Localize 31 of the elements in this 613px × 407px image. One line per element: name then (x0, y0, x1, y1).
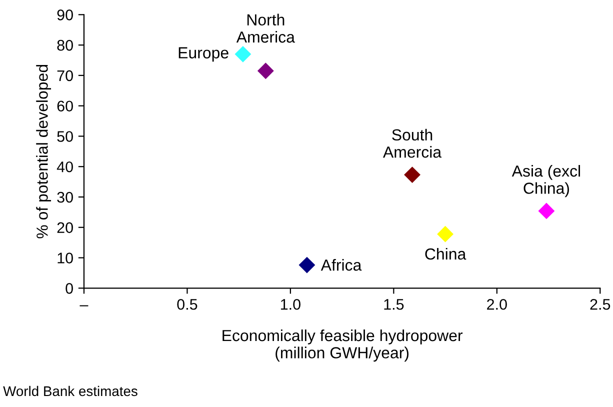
y-tick-label: 60 (57, 100, 73, 112)
y-tick-label: 20 (57, 222, 73, 234)
x-tick-label: 2.5 (590, 298, 610, 310)
point (234, 46, 252, 62)
point (404, 166, 420, 184)
annotation: Europe (178, 47, 228, 62)
x-tick-label: 1.0 (280, 298, 300, 310)
y-tick-label: 10 (58, 252, 73, 264)
x-tick-label: 2.0 (487, 298, 507, 310)
text: World Bank estimates (3, 386, 138, 396)
y-tick-label: 50 (57, 131, 73, 142)
point (298, 256, 316, 274)
y-tick-label: 0 (66, 283, 73, 294)
annotation: Africa (320, 259, 362, 271)
x-axis-title: Economically feasible hydropower (million GWH/year) (222, 329, 463, 362)
x-tick-label: 1.5 (384, 299, 404, 310)
annotation: China (425, 248, 466, 260)
y-axis-title: % of potential developed (36, 64, 52, 238)
point (538, 202, 555, 220)
point (257, 62, 274, 80)
x-tick-label: – (80, 305, 88, 306)
x-tick-label: 0.5 (177, 298, 198, 310)
y-tick-label: 90 (57, 10, 73, 20)
annotation: North America (236, 14, 295, 43)
y-tick-label: 40 (56, 161, 73, 172)
y-tick-label: 70 (57, 70, 73, 82)
annotation: South Amercia (382, 128, 442, 158)
y-tick-label: 80 (57, 40, 73, 51)
point (437, 226, 454, 242)
annotation: Asia (excl China) (512, 164, 580, 198)
y-tick-label: 30 (57, 192, 73, 203)
